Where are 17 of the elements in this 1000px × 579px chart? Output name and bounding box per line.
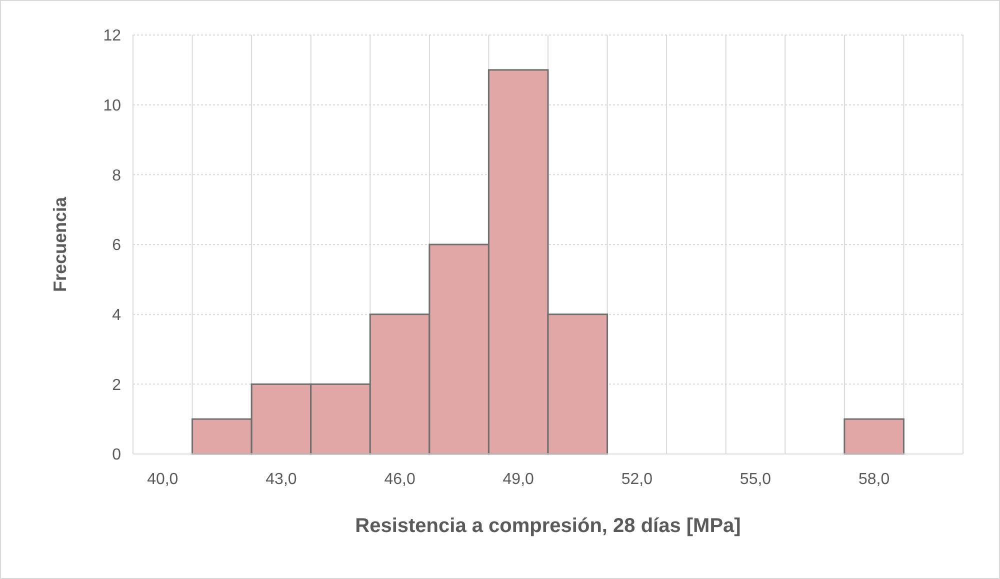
y-tick-label: 2 (112, 376, 122, 394)
x-tick-label: 49,0 (502, 471, 534, 488)
bar (844, 418, 904, 455)
x-tick-label: 46,0 (384, 471, 416, 488)
x-tick-label: 40,0 (147, 471, 178, 488)
x-tick-label: 58,0 (858, 471, 890, 488)
x-tick-label: 55,0 (740, 471, 772, 488)
y-tick-label: 12 (103, 28, 122, 45)
x-axis-title: Resistencia a compresión, 28 días [MPa] (355, 515, 741, 537)
y-tick-label: 10 (103, 97, 122, 114)
y-tick-label: 6 (112, 237, 122, 254)
y-tick-label: 8 (112, 167, 122, 184)
y-axis-title: Frecuencia (50, 196, 70, 292)
y-tick-label: 4 (112, 306, 122, 324)
x-tick-label: 43,0 (266, 471, 297, 488)
y-tick-label: 0 (112, 446, 122, 464)
x-tick-label: 52,0 (621, 471, 653, 488)
